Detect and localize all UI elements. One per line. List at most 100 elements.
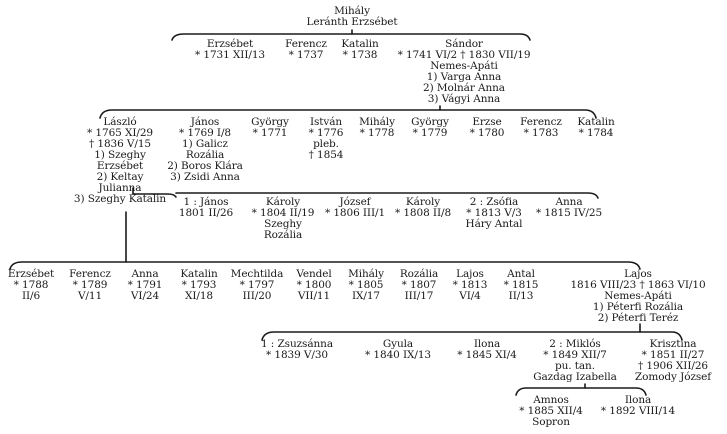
person-name: Anna: [131, 268, 159, 280]
person-name: 2 : Miklós: [549, 338, 601, 350]
person-spouse: 1) Szeghy: [94, 149, 146, 161]
person-dates: * 1851 II/27: [641, 349, 705, 361]
person-name: Amnos: [533, 394, 569, 406]
person-ferencz-1789: Ferencz * 1789 V/11: [62, 269, 118, 302]
person-dates: † 1854: [308, 149, 344, 161]
person-dates: II/13: [508, 290, 534, 302]
person-antal-1815: Antal * 1815 II/13: [496, 269, 546, 302]
person-dates: VI/24: [130, 290, 160, 302]
person-dates: * 1784: [578, 127, 614, 139]
person-dates: VII/11: [297, 290, 331, 302]
person-dates: † 1836 V/15: [88, 138, 152, 150]
person-dates: * 1776: [308, 127, 344, 139]
connector-line: [515, 387, 647, 396]
person-dates: III/20: [242, 290, 272, 302]
person-spouse: Julianna: [98, 182, 142, 194]
person-spouse: Háry Antal: [465, 218, 523, 230]
person-dates: IX/17: [351, 290, 381, 302]
person-katalin-1793: Katalin * 1793 XI/18: [172, 269, 226, 302]
person-dates: V/11: [77, 290, 103, 302]
person-note: pu. tan.: [555, 360, 595, 372]
person-dates: * 1769 I/8: [178, 127, 231, 139]
person-name: Mihály: [334, 5, 370, 17]
person-dates: XI/18: [184, 290, 214, 302]
person-zsuzsanna-1839: 1 : Zsuzsánna * 1839 V/30: [252, 339, 342, 361]
person-dates: * 1779: [412, 127, 448, 139]
person-lajos-1816: Lajos 1816 VIII/23 † 1863 VI/10 Nemes-Ap…: [550, 269, 726, 324]
person-place: Sopron: [532, 416, 570, 428]
person-spouse: 1) Varga Anna: [426, 71, 502, 83]
person-spouse: 3) Vágyi Anna: [427, 93, 501, 105]
person-dates: * 1780: [469, 127, 505, 139]
person-spouse: Erzsébet: [96, 160, 144, 172]
person-name: Károly: [265, 196, 301, 208]
person-dates: * 1807: [401, 279, 437, 291]
person-erzsebet-1788: Erzsébet * 1788 II/6: [2, 269, 60, 302]
person-mihaly-1805: Mihály * 1805 IX/17: [340, 269, 392, 302]
person-dates: * 1840 IX/13: [365, 349, 431, 361]
person-dates: * 1737: [288, 49, 324, 61]
person-ilona-1892: Ilona * 1892 VIII/14: [594, 395, 682, 417]
person-spouse: 2) Molnár Anna: [423, 82, 505, 94]
person-name: Gyula: [382, 338, 414, 350]
person-amnos-1885: Amnos * 1885 XII/4 Sopron: [508, 395, 594, 428]
person-name: Erzse: [472, 116, 502, 128]
person-name: 2 : Zsófia: [469, 196, 519, 208]
person-name: György: [251, 116, 289, 128]
person-ilona-1845: Ilona * 1845 XI/4: [450, 339, 524, 361]
person-dates: † 1906 XII/26: [637, 360, 709, 372]
person-dates: * 1815 IV/25: [535, 207, 603, 219]
person-name: Ilona: [473, 338, 501, 350]
person-katalin-1738: Katalin * 1738: [337, 39, 383, 61]
connector-line: [99, 109, 597, 119]
person-krisztina-1851: Krisztina * 1851 II/27 † 1906 XII/26 Zom…: [622, 339, 724, 383]
person-dates: * 1738: [342, 49, 378, 61]
person-katalin-1784: Katalin * 1784: [568, 117, 624, 139]
person-name: Mihály: [348, 268, 384, 280]
person-name: Ilona: [624, 394, 652, 406]
person-dates: * 1849 XII/7: [543, 349, 607, 361]
person-dates: 1816 VIII/23 † 1863 VI/10: [570, 279, 706, 291]
person-dates: * 1771: [252, 127, 288, 139]
person-name: Erzsébet: [7, 268, 55, 280]
person-ferencz-1737: Ferencz * 1737: [278, 39, 334, 61]
person-dates: VI/4: [459, 290, 481, 302]
person-spouse: 1) Péterfi Rozália: [592, 301, 684, 313]
person-name: Ferencz: [69, 268, 111, 280]
person-dates: II/6: [21, 290, 41, 302]
person-dates: * 1805: [348, 279, 384, 291]
person-root: Mihály Leránth Erzsébet: [300, 6, 404, 28]
person-name: Ferencz: [520, 116, 562, 128]
person-dates: * 1797: [239, 279, 275, 291]
person-dates: * 1731 XII/13: [194, 49, 266, 61]
person-spouse: Gazdag Izabella: [533, 371, 617, 383]
person-dates: III/17: [404, 290, 434, 302]
person-karoly-1804: Károly * 1804 II/19 Szeghy Rozália: [246, 197, 320, 241]
person-sandor-1741: Sándor * 1741 VI/2 † 1830 VII/19 Nemes-A…: [390, 39, 538, 105]
person-name: Lajos: [624, 268, 652, 280]
person-dates: * 1783: [523, 127, 559, 139]
person-spouse: 1) Galicz: [182, 138, 228, 150]
person-name: 1 : János: [183, 196, 229, 208]
person-name: Antal: [507, 268, 535, 280]
person-dates: * 1839 V/30: [265, 349, 329, 361]
person-mihaly-1778: Mihály * 1778: [352, 117, 402, 139]
person-name: György: [411, 116, 449, 128]
person-anna-1815: Anna * 1815 IV/25: [534, 197, 604, 219]
person-spouse: 3) Zsidi Anna: [170, 171, 240, 183]
person-spouse: Rozália: [185, 149, 225, 161]
person-dates: 1801 II/26: [178, 207, 234, 219]
person-title: Nemes-Apáti: [430, 60, 498, 72]
person-dates: * 1788: [13, 279, 49, 291]
person-dates: * 1791: [127, 279, 163, 291]
person-name: Mechtilda: [230, 268, 284, 280]
connector-line: [132, 193, 177, 198]
person-mechtilda-1797: Mechtilda * 1797 III/20: [226, 269, 288, 302]
person-anna-1791: Anna * 1791 VI/24: [118, 269, 172, 302]
person-name: Katalin: [577, 116, 615, 128]
person-lajos-1813: Lajos * 1813 VI/4: [446, 269, 494, 302]
person-spouse: Leránth Erzsébet: [306, 16, 398, 28]
person-name: István: [309, 116, 343, 128]
person-ferencz-1783: Ferencz * 1783: [514, 117, 568, 139]
person-dates: * 1789: [72, 279, 108, 291]
